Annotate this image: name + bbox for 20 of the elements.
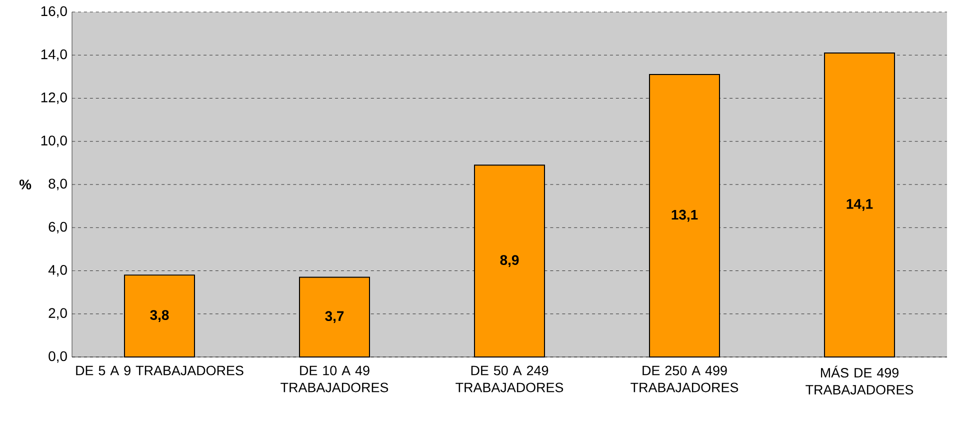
x-tick-label: DE 50 A 249 TRABAJADORES <box>456 366 564 392</box>
data-label: 3,7 <box>325 311 344 324</box>
data-label: 3,8 <box>150 310 169 322</box>
x-tick-label: DE 10 A 49 TRABAJADORES <box>280 366 388 392</box>
y-tick-label: 6,0 <box>48 222 67 234</box>
y-tick-label: 4,0 <box>48 264 67 277</box>
y-tick-label: 2,0 <box>48 308 67 320</box>
y-tick-label: 14,0 <box>41 49 67 61</box>
x-tick-label: MÁS DE 499 TRABAJADORES <box>806 366 914 394</box>
y-tick-label: 12,0 <box>41 92 67 104</box>
y-tick-label: 16,0 <box>41 6 67 18</box>
data-label: 13,1 <box>672 210 698 222</box>
y-tick-label: 8,0 <box>48 178 67 190</box>
data-label: 8,9 <box>500 255 519 267</box>
y-tick-label: 0,0 <box>48 351 67 363</box>
y-axis-title: % <box>19 180 32 190</box>
x-tick-label: DE 5 A 9 TRABAJADORES <box>76 366 244 376</box>
data-label: 14,1 <box>846 199 873 211</box>
y-tick-label: 10,0 <box>41 136 67 148</box>
x-tick-label: DE 250 A 499 TRABAJADORES <box>630 366 738 392</box>
